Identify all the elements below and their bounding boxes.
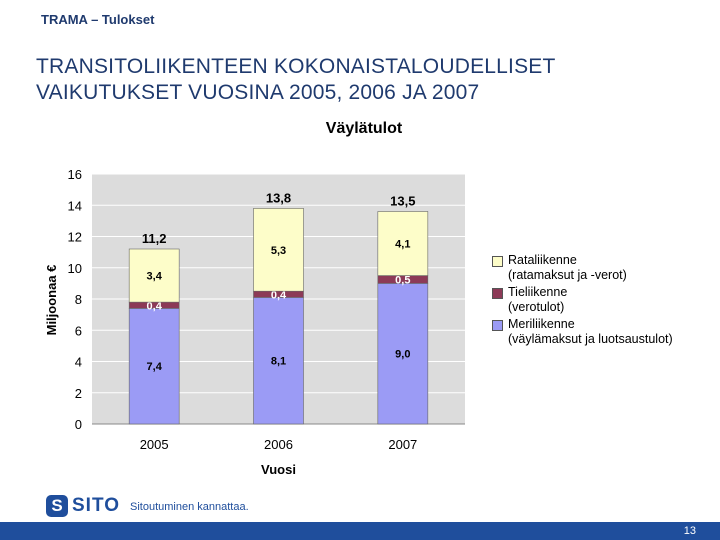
data-label: 9,0 bbox=[395, 349, 410, 361]
data-label: 0,4 bbox=[271, 289, 287, 301]
legend-label: Tieliikenne bbox=[508, 285, 568, 299]
x-tick-label: 2005 bbox=[140, 437, 169, 452]
legend-note: (väylämaksut ja luotsaustulot) bbox=[508, 332, 673, 346]
chart-legend: Rataliikenne (ratamaksut ja -verot) Tielii… bbox=[492, 253, 673, 349]
bar-segment-rataliikenne bbox=[253, 208, 304, 292]
y-tick-label: 16 bbox=[68, 167, 82, 182]
legend-swatch bbox=[492, 320, 503, 331]
x-tick-label: 2007 bbox=[388, 437, 417, 452]
total-label: 13,8 bbox=[266, 190, 291, 205]
breadcrumb: TRAMA – Tulokset bbox=[41, 12, 155, 27]
legend-swatch bbox=[492, 288, 503, 299]
slide-title-line1: TRANSITOLIIKENTEEN KOKONAISTALOUDELLISET bbox=[36, 55, 556, 78]
legend-note: (verotulot) bbox=[508, 300, 565, 314]
y-tick-label: 4 bbox=[75, 355, 82, 370]
total-label: 13,5 bbox=[390, 194, 415, 209]
bar-segment-meriliikenne bbox=[128, 308, 180, 425]
slide-title: TRANSITOLIIKENTEEN KOKONAISTALOUDELLISET… bbox=[36, 54, 696, 106]
legend-label: Meriliikenne bbox=[508, 317, 575, 331]
y-tick-label: 0 bbox=[75, 417, 82, 432]
sito-logo-icon: S bbox=[46, 495, 68, 517]
legend-label: Rataliikenne bbox=[508, 253, 577, 267]
y-tick-label: 10 bbox=[68, 261, 82, 276]
y-tick-label: 12 bbox=[68, 230, 82, 245]
slide-title-line2: VAIKUTUKSET VUOSINA 2005, 2006 JA 2007 bbox=[36, 81, 480, 104]
y-tick-label: 8 bbox=[75, 292, 82, 307]
data-label: 0,5 bbox=[395, 274, 410, 286]
footer-bar bbox=[0, 522, 720, 540]
chart-title: Väylätulot bbox=[325, 120, 403, 137]
total-label: 11,2 bbox=[142, 231, 167, 246]
data-label: 7,4 bbox=[147, 361, 163, 373]
data-label: 5,3 bbox=[271, 245, 286, 257]
bar-segment-meriliikenne bbox=[377, 283, 429, 425]
bar-segment-rataliikenne bbox=[377, 211, 429, 276]
legend-item-meriliikenne: Meriliikenne (väylämaksut ja luotsaustulo… bbox=[492, 317, 673, 347]
bar-segment-rataliikenne bbox=[128, 248, 180, 303]
x-tick-label: 2006 bbox=[264, 437, 293, 452]
legend-item-rataliikenne: Rataliikenne (ratamaksut ja -verot) bbox=[492, 253, 673, 283]
data-label: 3,4 bbox=[147, 271, 163, 283]
y-tick-label: 6 bbox=[75, 323, 82, 338]
y-tick-label: 14 bbox=[68, 198, 82, 213]
data-label: 0,4 bbox=[147, 300, 163, 312]
logo-text: SITO bbox=[72, 495, 120, 516]
legend-swatch bbox=[492, 256, 503, 267]
legend-item-tieliikenne: Tieliikenne (verotulot) bbox=[492, 285, 673, 315]
page-number: 13 bbox=[683, 525, 696, 537]
y-tick-label: 2 bbox=[75, 386, 82, 401]
x-axis-title: Vuosi bbox=[261, 462, 296, 477]
legend-note: (ratamaksut ja -verot) bbox=[508, 268, 627, 282]
slogan: Sitoutuminen kannattaa. bbox=[130, 501, 249, 513]
data-label: 4,1 bbox=[395, 239, 410, 251]
data-label: 8,1 bbox=[271, 356, 286, 368]
y-axis-title: Miljoonaa € bbox=[44, 265, 59, 336]
bar-segment-meriliikenne bbox=[253, 297, 304, 425]
